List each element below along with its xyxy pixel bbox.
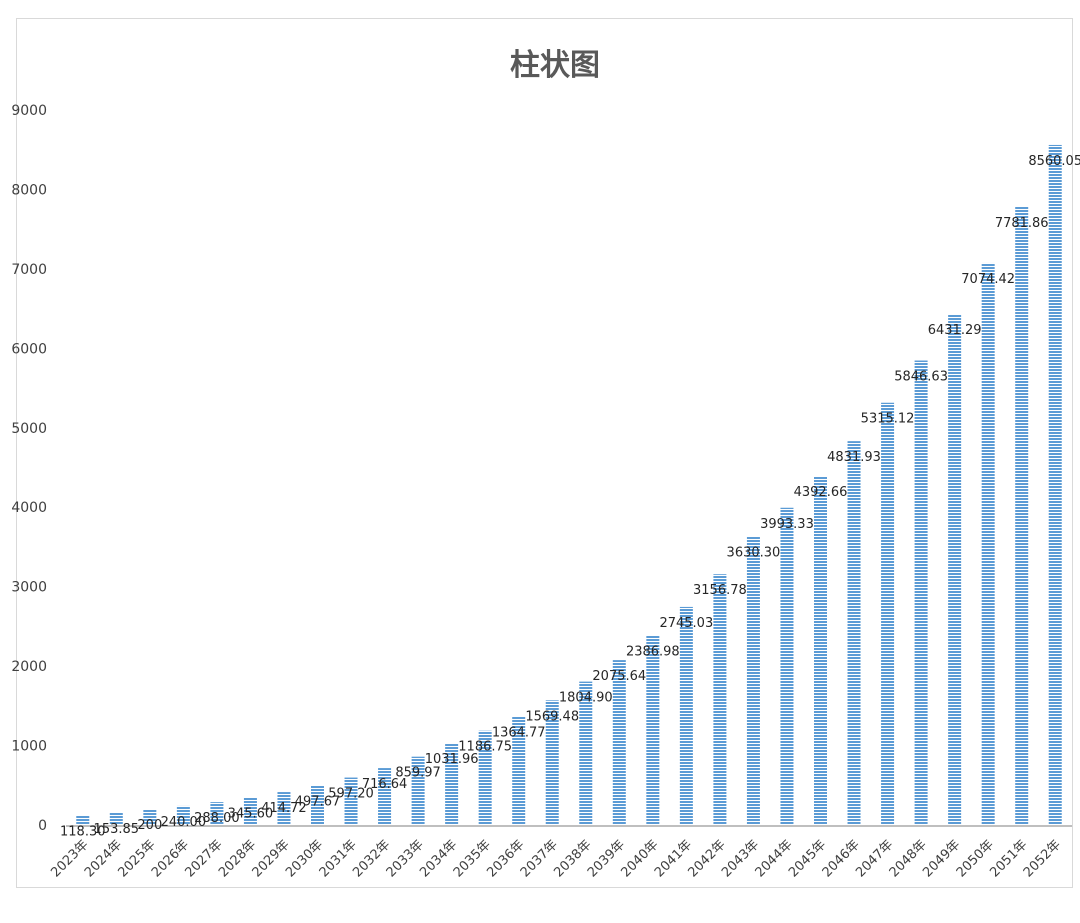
y-tick-label: 4000 [11,500,47,516]
bar [814,476,827,825]
data-label: 1031.96 [425,752,479,767]
y-tick-label: 9000 [11,103,47,119]
data-label: 2075.64 [592,669,646,684]
x-axis-labels: 2023年2024年2025年2026年2027年2028年2029年2030年… [48,837,1064,880]
data-label: 5846.63 [894,370,948,385]
data-label: 716.64 [362,777,408,792]
data-label: 1364.77 [492,726,546,741]
bar [445,743,459,825]
bars [76,144,1062,825]
data-label: 1569.48 [525,709,579,724]
data-label: 414.72 [261,801,307,816]
data-label: 4392.66 [794,485,848,500]
bar [512,716,526,825]
bar [847,441,861,825]
bar [914,360,928,825]
bar [277,792,291,825]
data-label: 4831.93 [827,450,881,465]
data-label: 1186.75 [458,740,512,755]
x-tick-label: 2052年 [1021,837,1064,880]
bar [1015,206,1029,825]
y-tick-label: 8000 [11,182,47,198]
data-label: 7074.42 [961,272,1015,287]
data-label: 6431.29 [928,323,982,338]
y-tick-label: 6000 [11,341,47,357]
data-label: 597.20 [328,787,374,802]
bar [579,681,593,825]
bar [780,507,794,825]
y-tick-label: 5000 [11,421,47,437]
bar [143,809,157,825]
y-tick-label: 2000 [11,659,47,675]
data-label: 1804.90 [559,691,613,706]
data-label: 240.00 [161,815,207,830]
bar [545,700,559,825]
data-label: 2745.03 [659,616,713,631]
data-labels: 118.30153.85200240.00288.00345.60414.724… [60,154,1080,840]
bar [311,785,324,825]
bar [109,812,123,825]
bar [713,574,727,825]
data-label: 288.00 [194,811,240,826]
bar [176,805,190,825]
bar [746,536,760,825]
bar [243,797,257,825]
data-label: 200 [137,818,162,833]
data-label: 497.67 [295,794,341,809]
bar [612,660,626,825]
bar [948,314,962,825]
y-axis-labels: 0 1000 2000 3000 4000 5000 6000 7000 8000 9000 [11,103,47,834]
data-label: 153.85 [94,822,140,837]
data-label: 3630.30 [727,546,781,561]
data-label: 2386.98 [626,644,680,659]
bar [679,606,693,825]
data-label: 5315.12 [861,412,915,427]
data-label: 859.97 [395,766,441,781]
bar [378,768,392,825]
data-label: 118.30 [60,825,106,840]
bar [646,635,660,825]
bar [478,730,492,825]
y-tick-label: 7000 [11,262,47,278]
bar [76,815,90,825]
bar [981,262,995,825]
bar [881,402,895,825]
chart-title: 柱状图 [510,48,600,83]
bar [411,756,425,825]
data-label: 7781.86 [995,216,1049,231]
bar [344,777,358,825]
data-label: 345.60 [228,807,274,822]
chart-frame [16,18,1073,888]
y-tick-label: 1000 [11,739,47,755]
y-tick-label: 0 [38,818,47,834]
bar [210,802,224,825]
y-tick-label: 3000 [11,580,47,596]
bar [1048,144,1062,825]
data-label: 3993.33 [760,517,814,532]
data-label: 3156.78 [693,583,747,598]
data-label: 8560.05 [1028,154,1080,169]
